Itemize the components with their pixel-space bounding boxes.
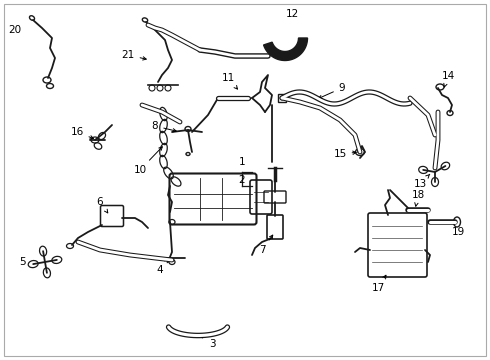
Text: 4: 4 — [157, 259, 168, 275]
Text: 3: 3 — [201, 334, 215, 349]
Text: 17: 17 — [371, 275, 386, 293]
Text: 1: 1 — [239, 157, 245, 167]
Text: 21: 21 — [122, 50, 146, 60]
Text: 9: 9 — [318, 83, 345, 99]
Text: 11: 11 — [221, 73, 238, 89]
Text: 12: 12 — [285, 9, 298, 19]
Text: 14: 14 — [441, 71, 455, 87]
Text: 13: 13 — [414, 174, 430, 189]
Text: 18: 18 — [412, 190, 425, 206]
Text: 5: 5 — [19, 257, 25, 267]
Text: 16: 16 — [71, 127, 94, 139]
Text: 10: 10 — [133, 147, 162, 175]
Text: 15: 15 — [333, 149, 356, 159]
Text: 20: 20 — [8, 25, 22, 35]
Text: 8: 8 — [152, 121, 176, 132]
Text: 6: 6 — [97, 197, 108, 213]
Text: 19: 19 — [451, 227, 465, 237]
Polygon shape — [264, 38, 308, 60]
Text: 2: 2 — [239, 175, 245, 185]
Bar — [278, 94, 286, 102]
Text: 7: 7 — [259, 235, 273, 255]
